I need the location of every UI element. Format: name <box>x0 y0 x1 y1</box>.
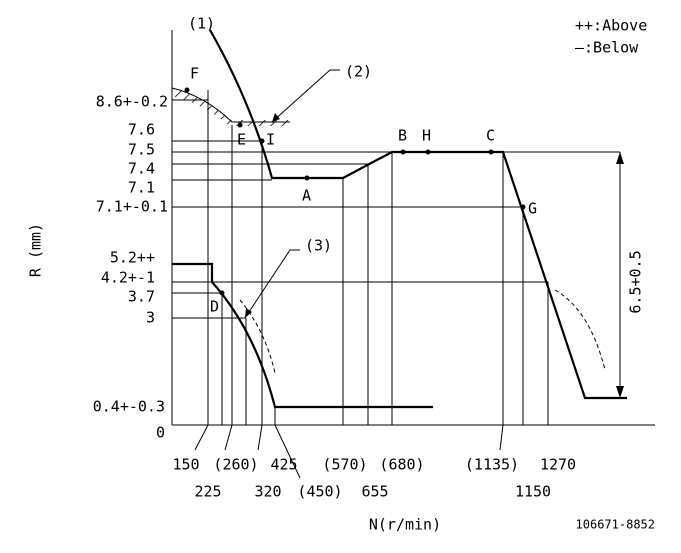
callout: (2) <box>345 63 372 81</box>
point-label: F <box>190 65 199 83</box>
point-label: H <box>422 127 431 145</box>
x-label: 425 <box>270 456 297 474</box>
callout: (1) <box>188 15 215 33</box>
x-label: 150 <box>172 456 199 474</box>
y-label: 7.1+-0.1 <box>96 198 168 216</box>
y-label: 8.6+-0.2 <box>96 93 168 111</box>
x-label: (680) <box>379 456 424 474</box>
x-label: (570) <box>322 456 367 474</box>
axes <box>171 30 655 426</box>
dots <box>184 87 526 296</box>
y-label: 3 <box>146 309 155 327</box>
y-label: 4.2+-1 <box>101 269 155 287</box>
x-label: 655 <box>361 483 388 501</box>
curves <box>171 29 627 409</box>
y-label: 7.6 <box>128 121 155 139</box>
point-label: I <box>266 131 275 149</box>
x-label: (260) <box>213 456 258 474</box>
x-label: (1135) <box>465 456 519 474</box>
callout: (3) <box>305 237 332 255</box>
x-label: 320 <box>254 483 281 501</box>
x-axis-title: N(r/min) <box>369 516 441 534</box>
legend-text: —:Below <box>575 39 639 57</box>
x-label: 1270 <box>540 456 576 474</box>
figure-code: 106671-8852 <box>576 518 655 532</box>
point-label: E <box>237 131 246 149</box>
x-label: 225 <box>194 483 221 501</box>
y-label: 5.2++ <box>110 249 155 267</box>
y-label: 0.4+-0.3 <box>93 398 165 416</box>
y-label: 0 <box>156 424 165 442</box>
point-label: C <box>486 127 495 145</box>
y-label: 7.5 <box>128 141 155 159</box>
x-label: 1150 <box>515 483 551 501</box>
point-label: G <box>528 200 537 218</box>
legend-text: ++:Above <box>575 17 647 35</box>
point-label: A <box>302 187 311 205</box>
point-label: B <box>398 127 407 145</box>
dimension-label: 6.5+0.5 <box>627 250 645 313</box>
point-label: D <box>210 298 219 316</box>
y-axis-title: R (mm) <box>27 223 45 277</box>
x-label: (450) <box>297 483 342 501</box>
y-label: 7.4 <box>128 160 155 178</box>
y-label: 7.1 <box>128 179 155 197</box>
y-label: 3.7 <box>128 288 155 306</box>
